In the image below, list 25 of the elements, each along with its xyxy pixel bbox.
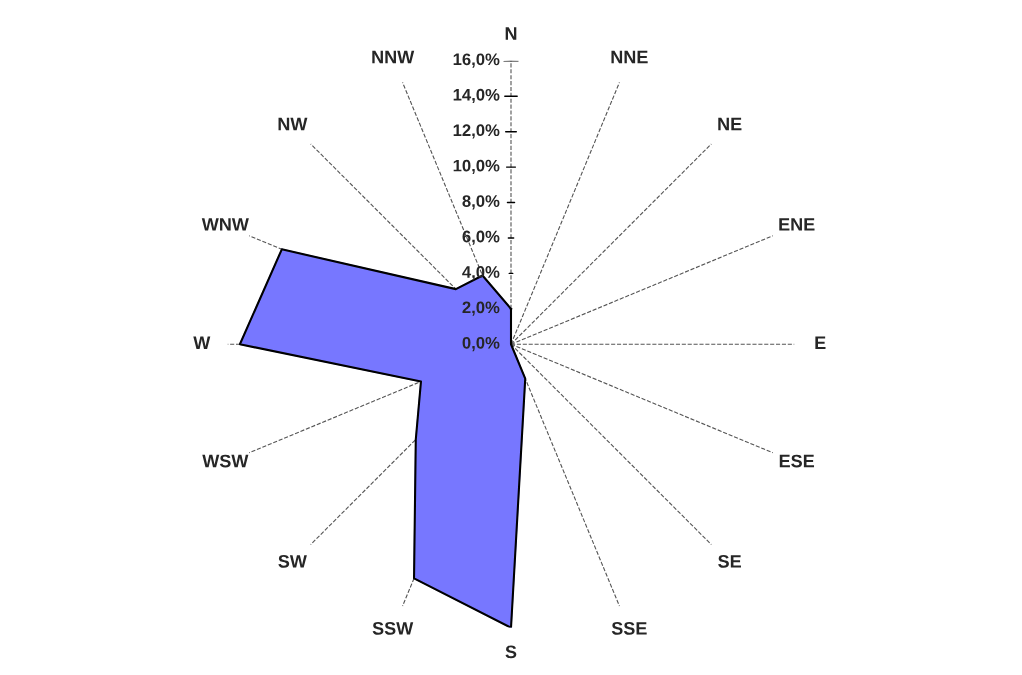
- spoke-label: S: [505, 645, 517, 659]
- y-tick-label: 4,0%: [462, 266, 500, 281]
- y-tick-label: 6,0%: [462, 230, 500, 245]
- y-tick-label: 8,0%: [462, 195, 500, 210]
- y-tick-label: 10,0%: [453, 159, 500, 174]
- spoke-label: SE: [718, 554, 741, 568]
- spoke-label: E: [815, 336, 826, 349]
- spoke-label: SSW: [372, 621, 414, 635]
- spoke-label: NNW: [372, 50, 415, 64]
- spoke-label: NNE: [611, 50, 648, 64]
- spoke-label: ESE: [779, 454, 815, 468]
- spoke-label: ENE: [779, 218, 815, 231]
- spoke-label: W: [193, 336, 211, 349]
- y-tick-label: 2,0%: [462, 301, 500, 316]
- spoke-label: WNW: [201, 218, 249, 231]
- spoke-label: NE: [718, 117, 742, 131]
- y-tick-label: 12,0%: [453, 124, 500, 139]
- y-tick-label: 16,0%: [453, 53, 500, 68]
- spoke-label: WSW: [202, 454, 249, 468]
- spoke-label: SSE: [611, 621, 647, 635]
- spoke-label: N: [505, 27, 517, 40]
- spoke-label: NW: [278, 117, 308, 131]
- y-tick-label: 14,0%: [453, 88, 500, 104]
- spoke-label: SW: [278, 554, 307, 568]
- y-tick-label: 0,0%: [462, 336, 500, 352]
